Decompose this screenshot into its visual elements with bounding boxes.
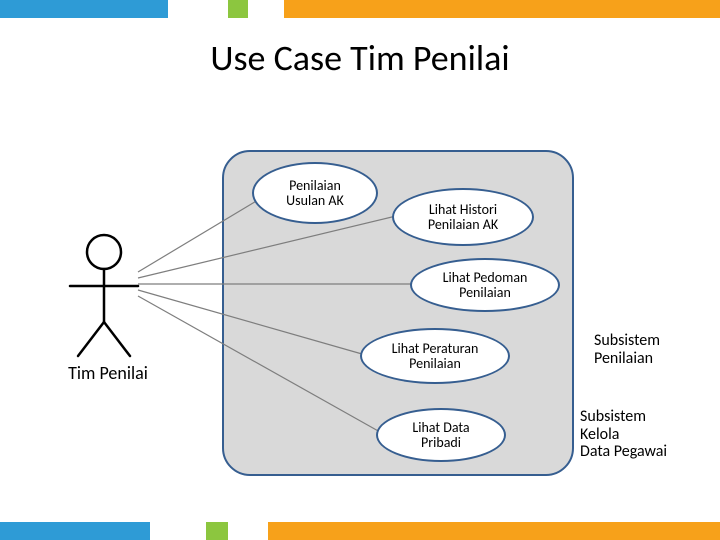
label-subsistem-penilaian: SubsistemPenilaian [594, 332, 660, 367]
usecase-penilaian: PenilaianUsulan AK [252, 162, 378, 224]
usecase-label: Lihat PeraturanPenilaian [392, 341, 479, 372]
ext-label-text: SubsistemPenilaian [594, 331, 660, 368]
page-title: Use Case Tim Penilai [0, 36, 720, 80]
label-subsistem-pegawai: SubsistemKelolaData Pegawai [580, 408, 667, 461]
bottom-stripe [0, 522, 720, 540]
usecase-histori: Lihat HistoriPenilaian AK [392, 188, 534, 246]
usecase-peraturan: Lihat PeraturanPenilaian [360, 328, 510, 384]
usecase-label: Lihat HistoriPenilaian AK [428, 202, 498, 233]
usecase-label: Lihat DataPribadi [412, 420, 469, 451]
usecase-data: Lihat DataPribadi [376, 408, 506, 462]
top-stripe [0, 0, 720, 18]
ext-label-text: SubsistemKelolaData Pegawai [580, 407, 667, 461]
usecase-label: Lihat PedomanPenilaian [443, 270, 528, 301]
usecase-pedoman: Lihat PedomanPenilaian [410, 258, 560, 312]
actor-label: Tim Penilai [48, 362, 168, 384]
usecase-label: PenilaianUsulan AK [286, 178, 344, 209]
